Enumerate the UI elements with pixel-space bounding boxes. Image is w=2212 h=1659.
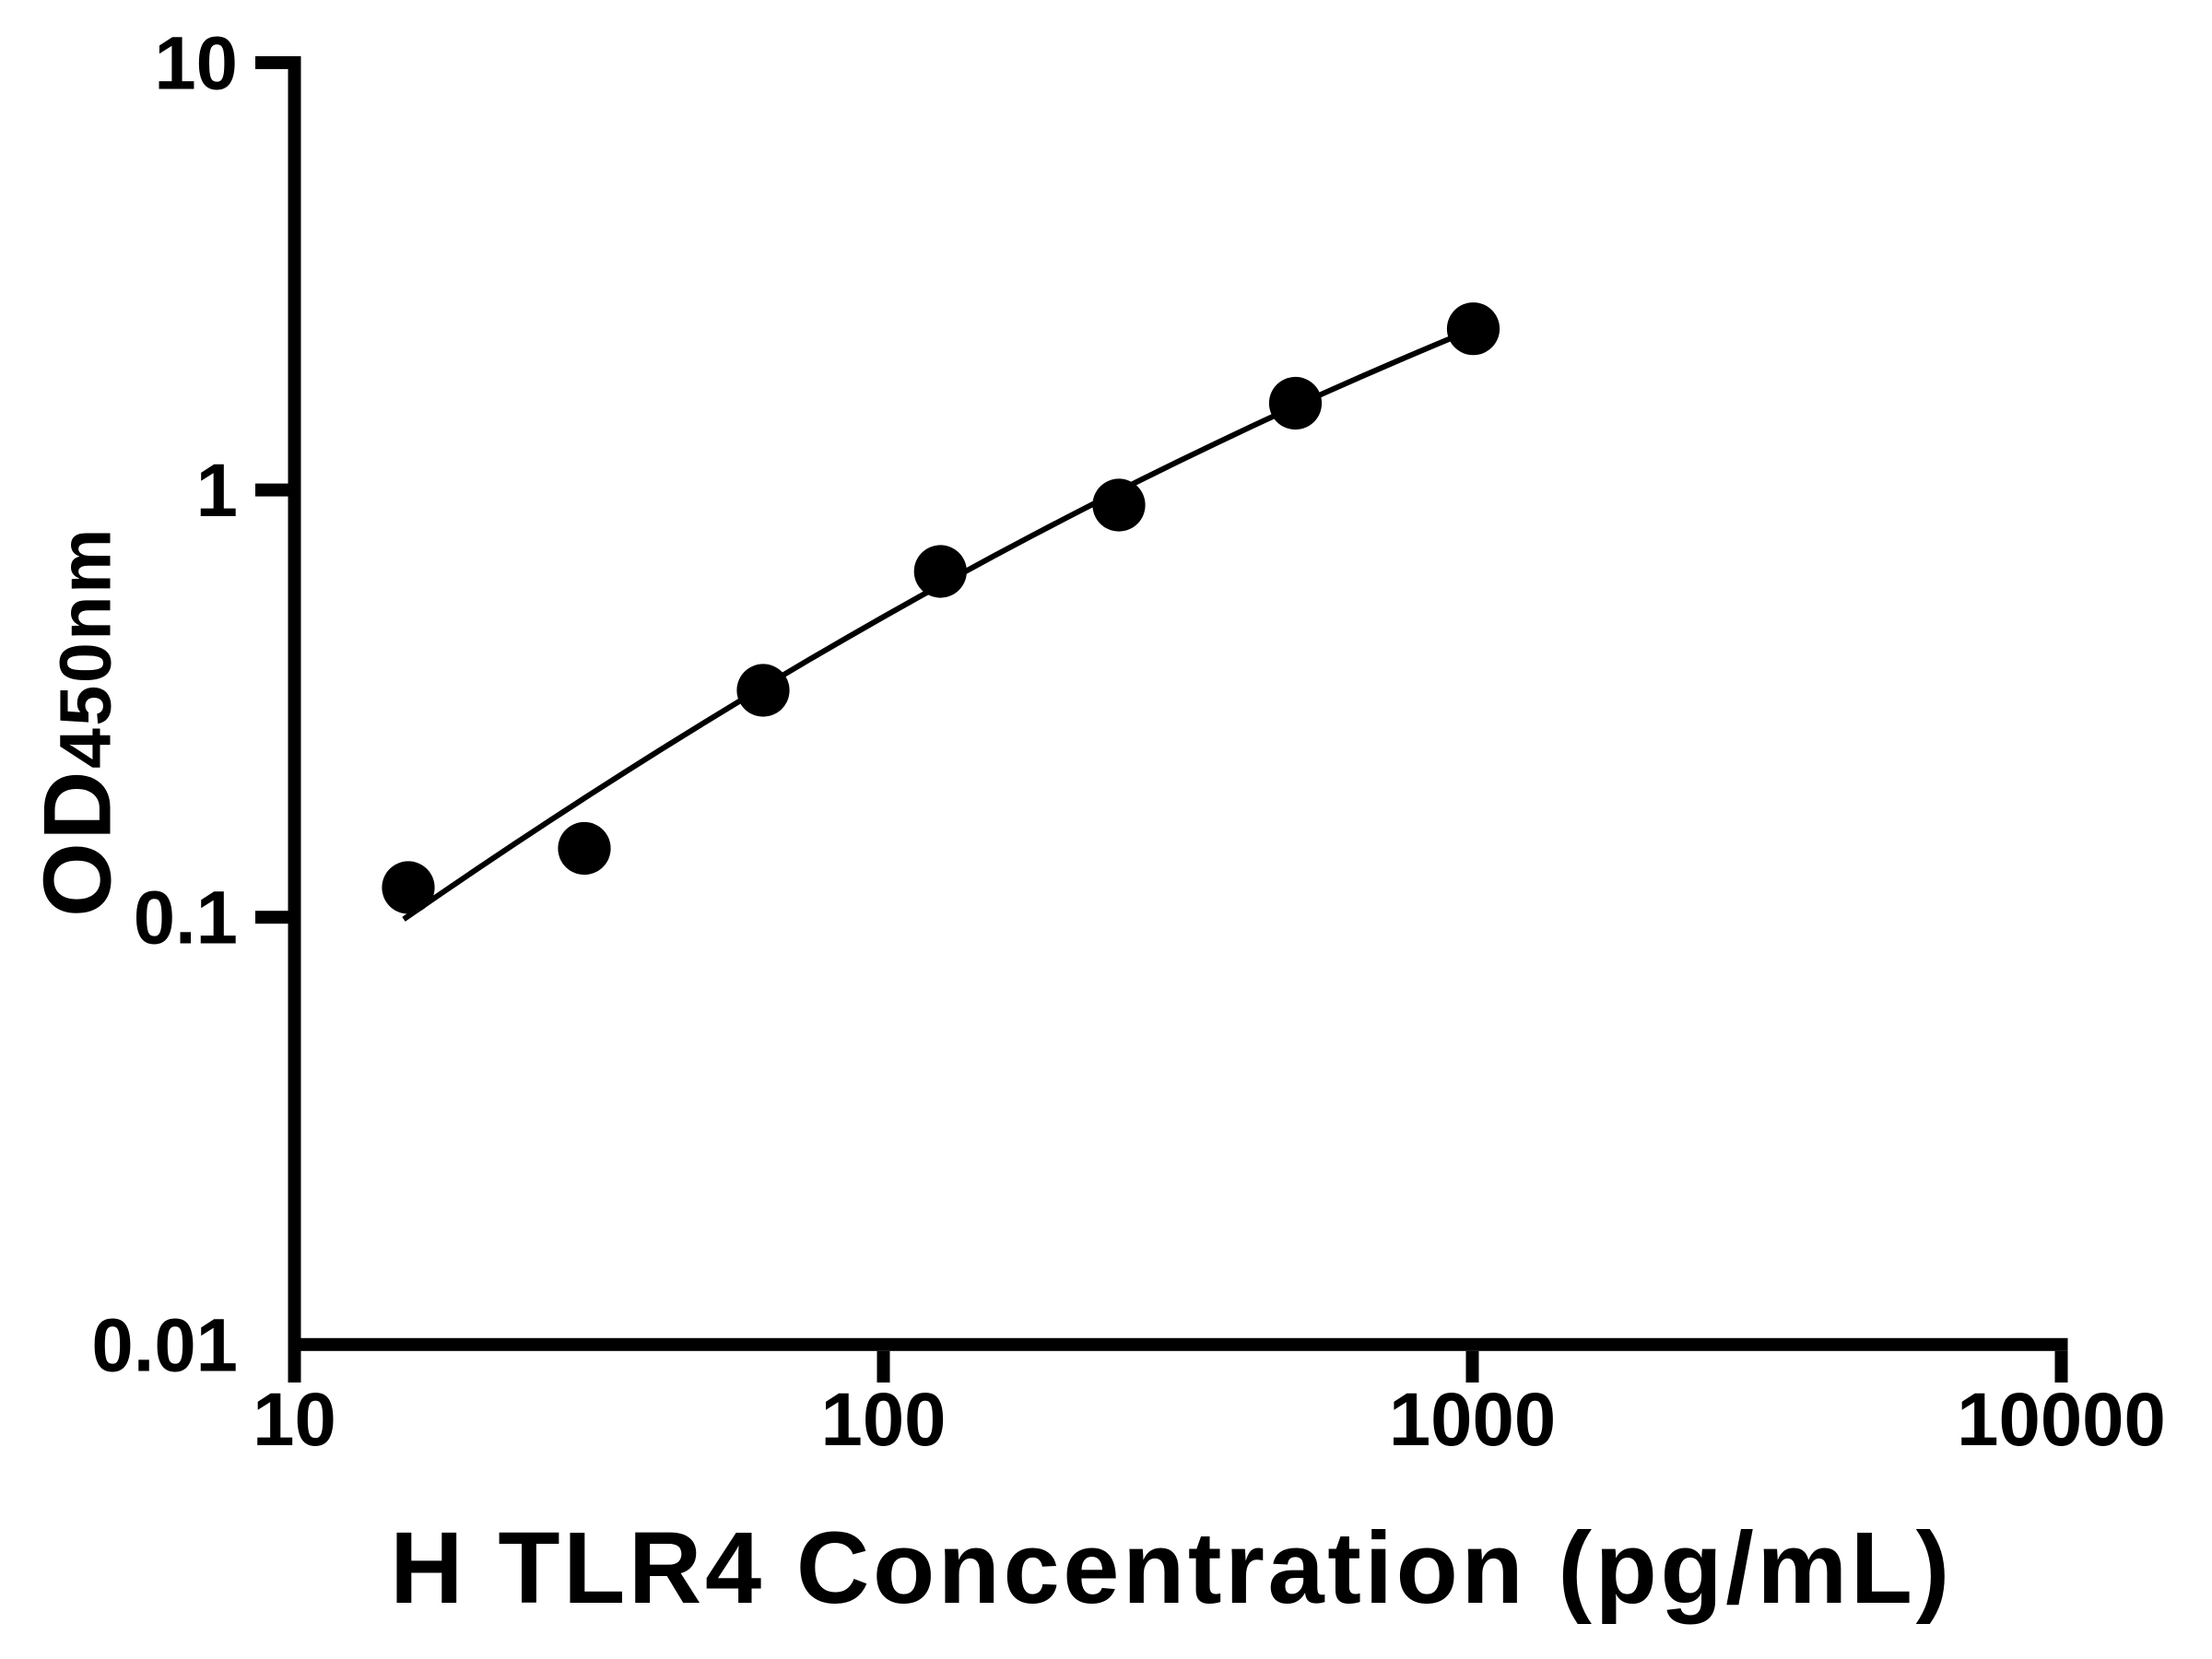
svg-text:1000: 1000 xyxy=(1389,1378,1556,1462)
svg-text:10: 10 xyxy=(154,22,238,106)
svg-text:100: 100 xyxy=(821,1378,947,1462)
svg-text:1: 1 xyxy=(196,449,238,533)
svg-text:H TLR4 Concentration (pg/mL): H TLR4 Concentration (pg/mL) xyxy=(390,1512,1953,1625)
svg-text:10000: 10000 xyxy=(1957,1378,2166,1462)
svg-text:10: 10 xyxy=(253,1378,336,1462)
svg-text:0.1: 0.1 xyxy=(134,877,238,960)
svg-text:0.01: 0.01 xyxy=(91,1303,238,1387)
